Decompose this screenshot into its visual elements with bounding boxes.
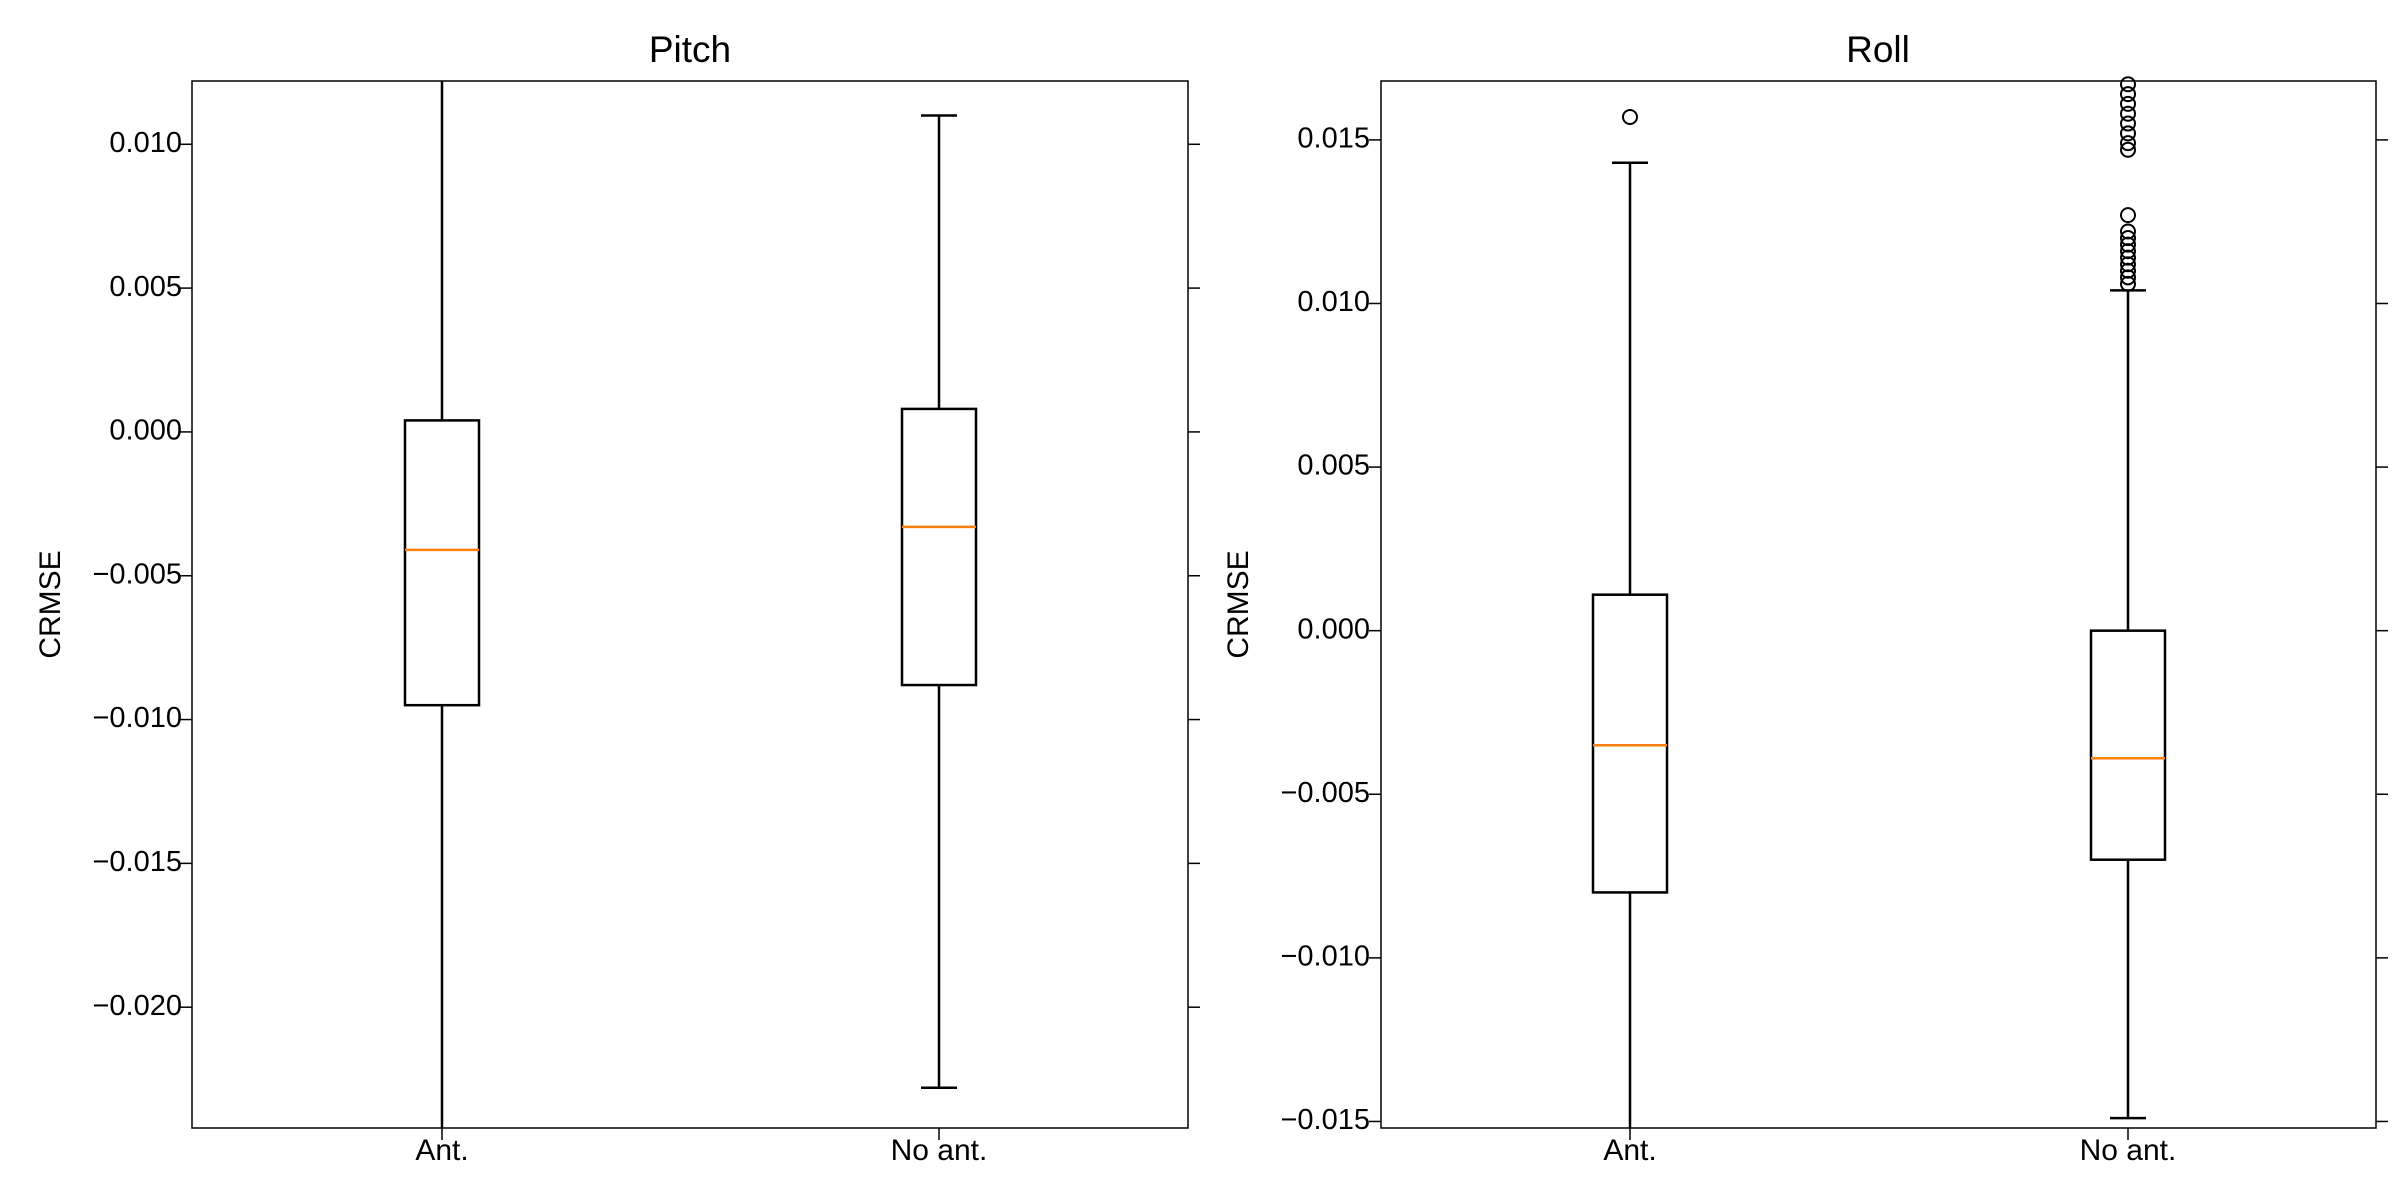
y-tick-label: −0.015: [1280, 1104, 1370, 1136]
outlier-point: [2120, 223, 2136, 240]
y-tick-label: 0.005: [109, 271, 182, 303]
outlier-point: [1622, 108, 1638, 125]
box-group: [1591, 108, 1669, 1128]
y-axis-label: CRMSE: [34, 550, 67, 658]
x-tick-label: Ant.: [415, 1134, 468, 1167]
y-tick-label: −0.010: [92, 702, 182, 734]
outlier-point: [2120, 135, 2136, 152]
y-tick-label: 0.000: [109, 415, 182, 447]
outlier-point: [2120, 125, 2136, 142]
plot-title: Pitch: [649, 29, 731, 70]
plot-frame: [1380, 80, 2377, 1129]
iqr-box: [900, 407, 978, 687]
y-tick-label: 0.010: [109, 127, 182, 159]
y-tick-label: −0.020: [92, 990, 182, 1022]
box-group: [900, 114, 978, 1089]
outlier-point: [2120, 141, 2136, 158]
y-tick-label: −0.005: [1280, 777, 1370, 809]
iqr-box: [2089, 629, 2167, 861]
outlier-point: [2120, 105, 2136, 122]
y-tick-label: 0.010: [1297, 286, 1370, 318]
outlier-point: [2120, 115, 2136, 132]
y-tick-label: −0.015: [92, 846, 182, 878]
outlier-point: [2120, 207, 2136, 224]
x-tick-label: No ant.: [2080, 1134, 2177, 1167]
iqr-box: [1591, 593, 1669, 894]
x-tick-label: Ant.: [1603, 1134, 1656, 1167]
y-tick-label: 0.005: [1297, 450, 1370, 482]
roll-panel: Roll CRMSE 0.015 0.010 0.005 0.000 −0.005 −0.01…: [1222, 29, 2388, 1167]
plot-frame: [191, 80, 1189, 1129]
outlier-point: [2120, 95, 2136, 112]
iqr-box: [403, 419, 481, 707]
y-tick-label: 0.000: [1297, 613, 1370, 645]
y-tick-label: 0.015: [1297, 123, 1370, 155]
y-tick-label: −0.010: [1280, 941, 1370, 973]
x-tick-label: No ant.: [891, 1134, 988, 1167]
outlier-point: [2120, 76, 2136, 93]
outlier-point: [2120, 86, 2136, 103]
plot-title: Roll: [1846, 29, 1910, 70]
box-group: [2089, 76, 2167, 1120]
box-group: [403, 81, 481, 1128]
y-axis-label: CRMSE: [1222, 550, 1255, 658]
y-tick-label: −0.005: [92, 558, 182, 590]
pitch-panel: Pitch CRMSE 0.010 0.005 0.000 −0.005 −0.010 −0.…: [34, 29, 1200, 1167]
outlier-point: [2120, 230, 2136, 247]
